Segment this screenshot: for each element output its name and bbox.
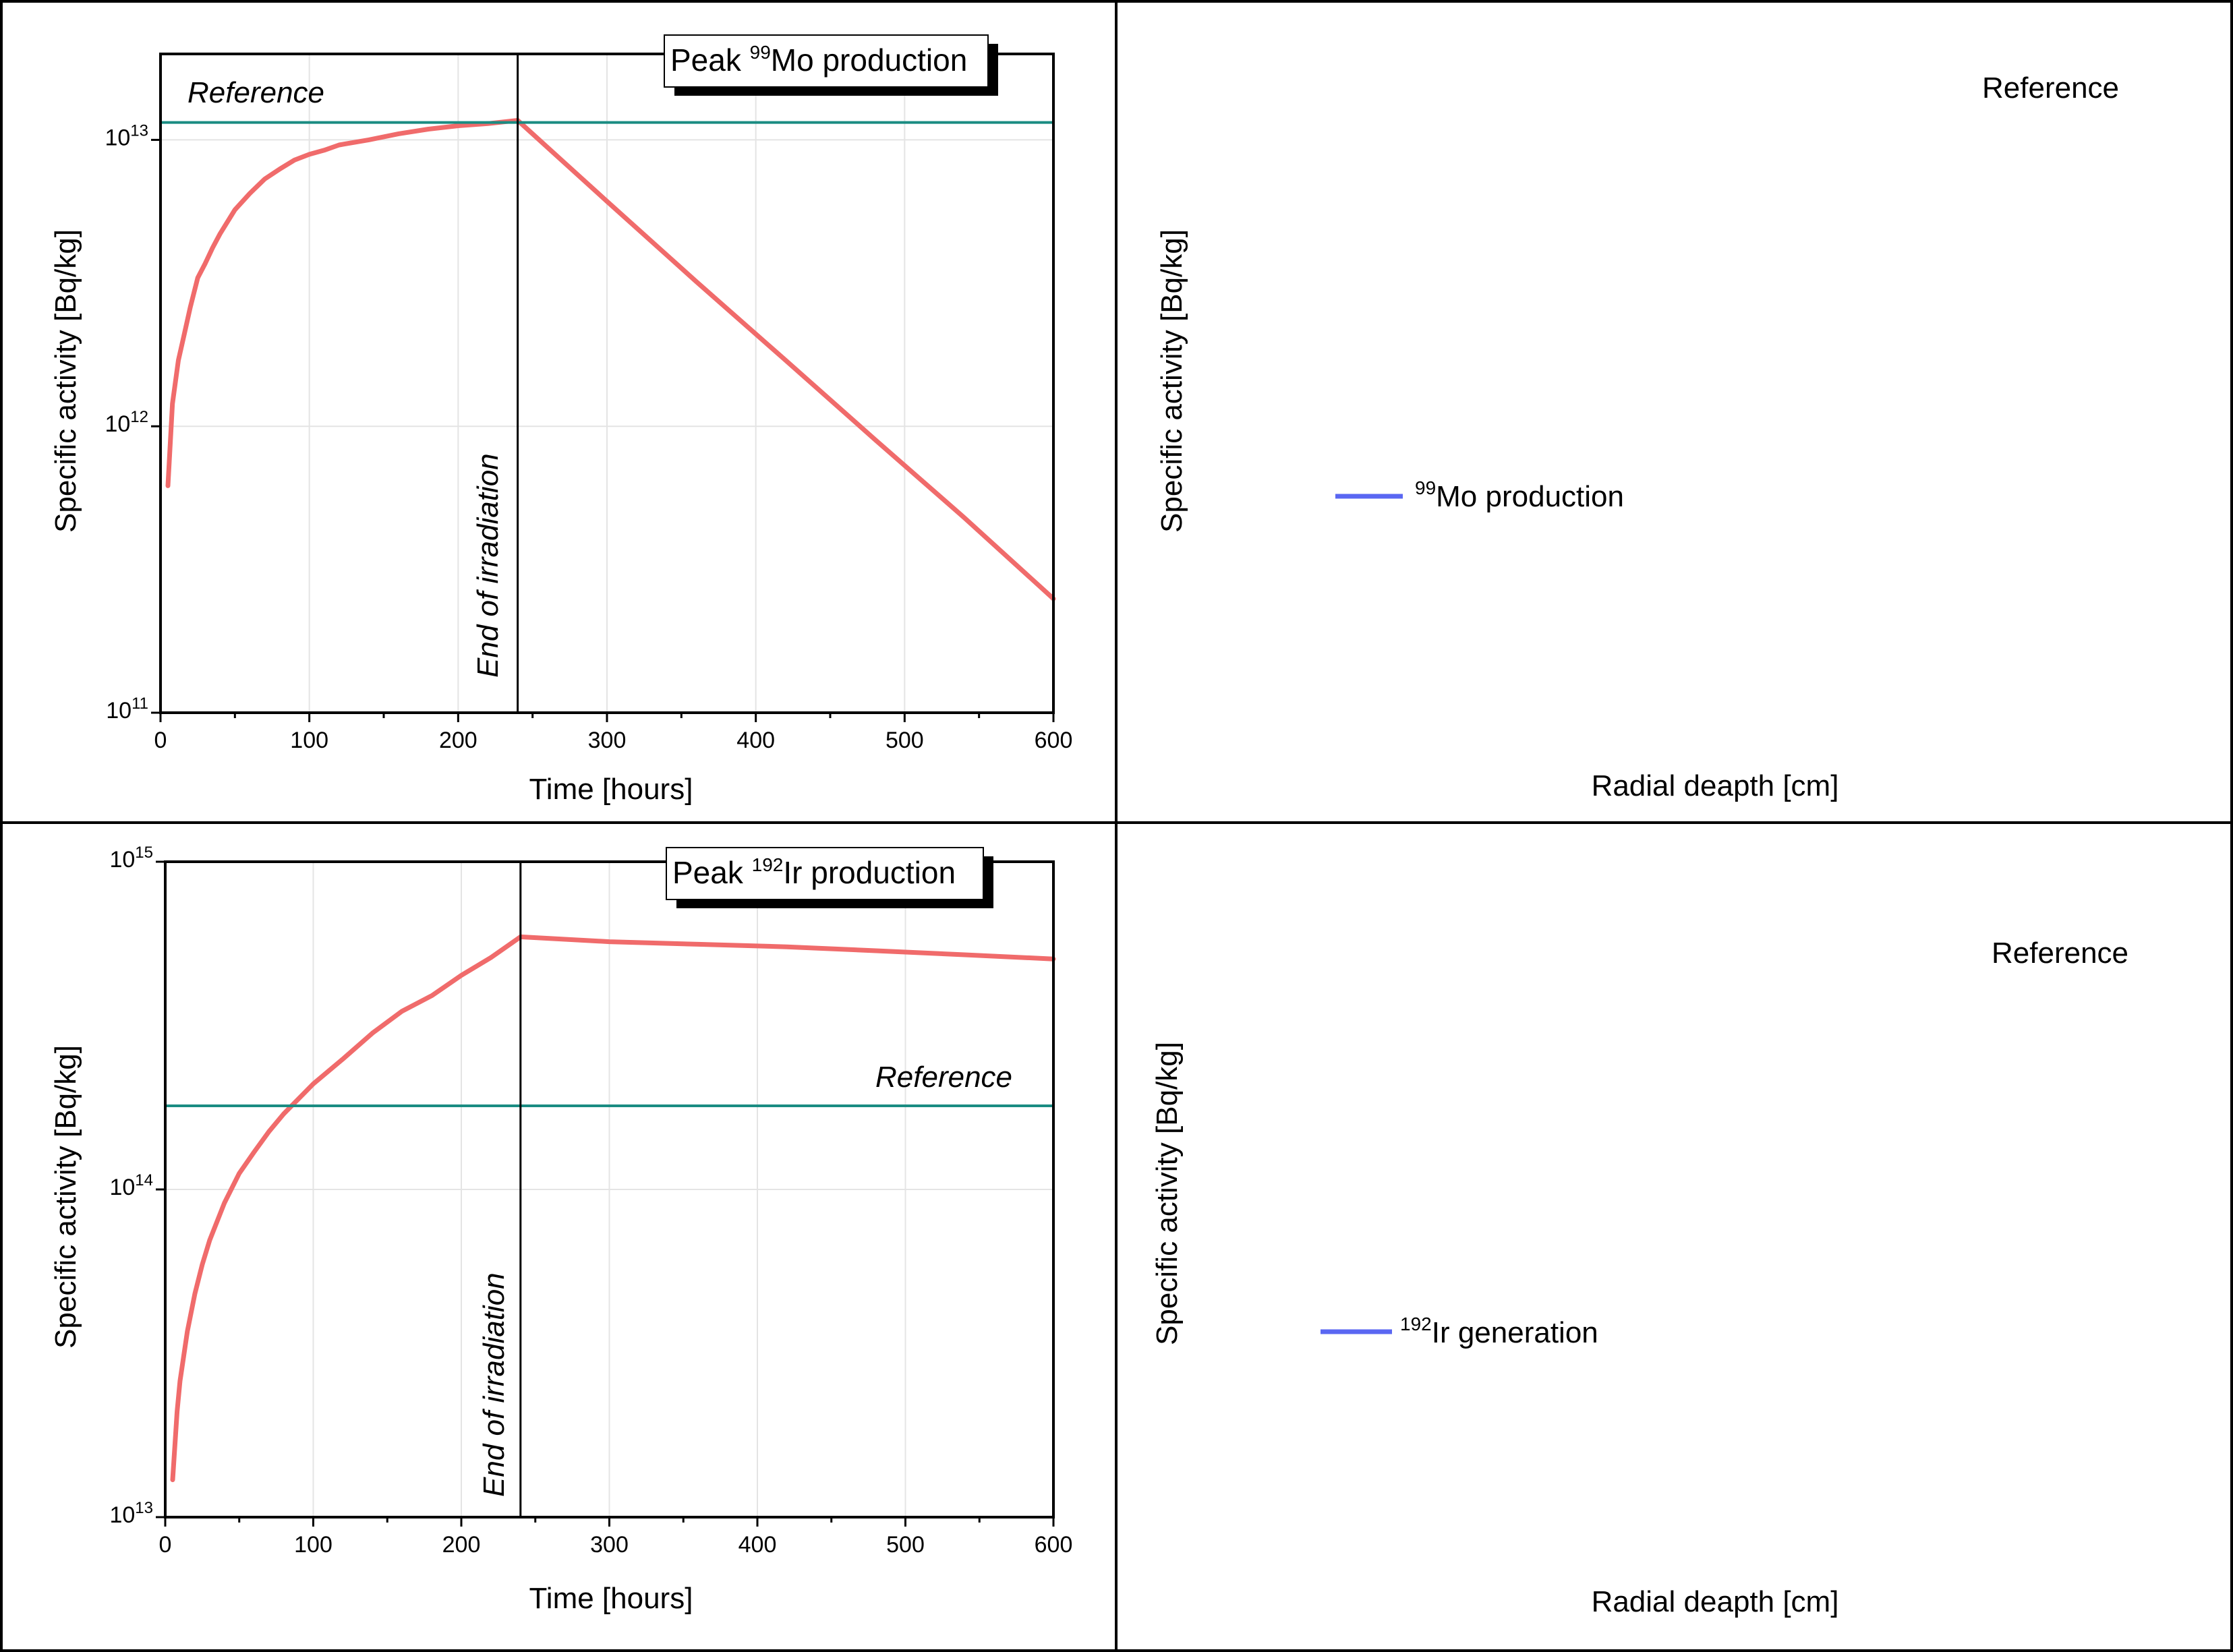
- legend-label-superscript: 192: [1400, 1314, 1432, 1334]
- x-tick-label: 200: [442, 1532, 481, 1558]
- title-box-frame: [666, 847, 984, 900]
- legend-label: 99Mo production: [1415, 477, 1624, 513]
- x-tick-label: 100: [290, 728, 328, 753]
- panel-mo99-time: 0 100 200 300 400 500 600 1011 1012 1013 Peak 99M…: [0, 0, 1118, 824]
- legend: 99Mo production: [1335, 477, 1624, 513]
- y-axis-title: Specific activity [Bq/kg]: [49, 1045, 82, 1349]
- reference-label: Reference: [1992, 937, 2128, 970]
- chart-title-text: Peak: [672, 855, 752, 890]
- chart-title-superscript: 99: [750, 42, 771, 63]
- x-axis-title: Time [hours]: [529, 1582, 693, 1615]
- legend: 192Ir generation: [1321, 1314, 1598, 1349]
- panel-ir192-depth: Reference 192Ir generation Radial deapth…: [1115, 821, 2233, 1652]
- x-tick-label: 300: [590, 1532, 629, 1558]
- y-tick-label: 1014: [109, 1171, 153, 1200]
- y-tick-label: 1013: [109, 1499, 153, 1528]
- chart-title-superscript: 192: [752, 854, 784, 875]
- legend-label-superscript: 99: [1415, 477, 1436, 498]
- x-tick-label: 500: [886, 1532, 925, 1558]
- plot-area: 0 100 200 300 400 500 600 1013 1014 1015: [109, 844, 1072, 1558]
- x-axis-title: Radial deapth [cm]: [1592, 1585, 1839, 1618]
- title-box: Peak 192Ir production: [666, 847, 993, 908]
- x-tick-label: 600: [1035, 728, 1073, 753]
- y-tick-label: 1012: [105, 408, 148, 437]
- y-axis-title: Specific activity [Bq/kg]: [1151, 1042, 1184, 1345]
- panel-mo99-depth: 0 100 200 300 400 500 600 1013 1014 1015 Referenc…: [109, 0, 2233, 1558]
- x-tick-label: 600: [1035, 1532, 1073, 1558]
- x-tick-label: 300: [588, 728, 627, 753]
- title-box-frame: [664, 34, 989, 88]
- legend-label-rest: Ir generation: [1432, 1316, 1598, 1349]
- panel-border: [1115, 821, 2233, 1652]
- chart-title-rest: Ir production: [783, 855, 956, 890]
- x-tick-label: 100: [294, 1532, 332, 1558]
- end-of-irradiation-label: End of irradiation: [471, 453, 504, 678]
- y-tick-label: 1015: [109, 844, 153, 873]
- chart-title: Peak 192Ir production: [672, 854, 956, 890]
- x-tick-label: 400: [738, 1532, 777, 1558]
- y-tick-label: 1013: [105, 121, 148, 150]
- reference-label: Reference: [875, 1061, 1012, 1094]
- x-tick-label: 0: [154, 728, 167, 753]
- legend-label-rest: Mo production: [1436, 480, 1624, 513]
- x-tick-label: 0: [159, 1532, 172, 1558]
- reference-label: Reference: [1982, 71, 2119, 105]
- x-axis-title: Time [hours]: [529, 773, 693, 806]
- plot-area: 0 100 200 300 400 500 600 1011 1012 1013: [105, 53, 1073, 753]
- x-tick-label: 500: [886, 728, 924, 753]
- panel-ir192-time: Peak 192Ir production Reference End of i…: [0, 821, 1118, 1652]
- x-tick-label: 200: [439, 728, 477, 753]
- chart-title: Peak 99Mo production: [670, 42, 967, 78]
- reference-label: Reference: [187, 76, 324, 109]
- activity-series-line: [170, 934, 1056, 1483]
- chart-title-text: Peak: [670, 42, 750, 78]
- title-box: Peak 99Mo production: [664, 34, 998, 96]
- y-axis-title: Specific activity [Bq/kg]: [1155, 229, 1188, 533]
- legend-label: 192Ir generation: [1400, 1314, 1598, 1349]
- end-of-irradiation-label: End of irradiation: [477, 1272, 511, 1497]
- y-tick-label: 1011: [106, 695, 148, 724]
- x-axis-title: Radial deapth [cm]: [1592, 769, 1839, 802]
- chart-title-rest: Mo production: [771, 42, 968, 78]
- activity-series-line: [165, 118, 1056, 601]
- y-axis-title: Specific activity [Bq/kg]: [49, 229, 82, 533]
- x-tick-label: 400: [736, 728, 775, 753]
